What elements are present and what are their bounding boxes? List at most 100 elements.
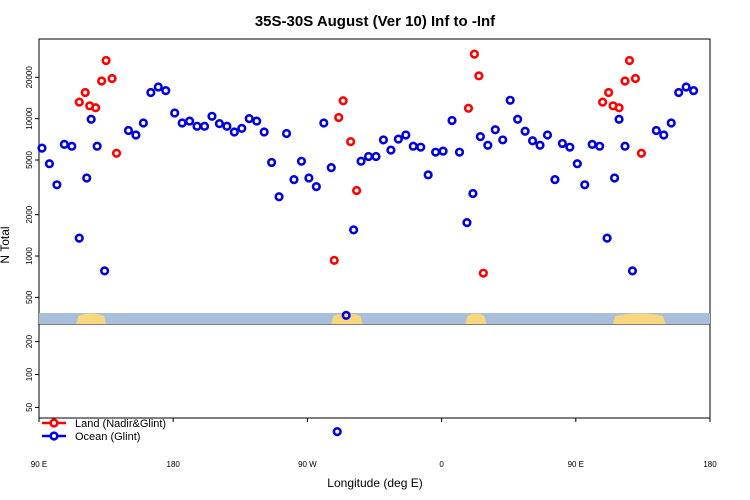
ocean-point xyxy=(222,121,232,131)
y-axis-upper: 500 1000 2000 5000 10000 20000 xyxy=(25,66,39,304)
land-point xyxy=(97,76,107,86)
ocean-point xyxy=(289,174,299,185)
y-tick-label: 200 xyxy=(25,334,34,348)
y-tick-label: 1000 xyxy=(25,247,34,265)
land-ocean-strip xyxy=(39,313,710,324)
ocean-point xyxy=(438,146,448,156)
ocean-point xyxy=(59,139,69,149)
ocean-point xyxy=(595,141,605,151)
legend-marker-land xyxy=(49,418,59,428)
lower-panel-frame xyxy=(38,323,711,419)
ocean-point xyxy=(535,140,545,150)
ocean-point xyxy=(74,233,84,243)
ocean-point xyxy=(267,157,277,168)
ocean-point xyxy=(161,86,171,96)
ocean-point xyxy=(513,114,523,124)
ocean-point xyxy=(378,135,389,145)
land-point xyxy=(624,55,635,66)
ocean-point xyxy=(349,225,359,235)
ocean-point xyxy=(475,132,485,142)
ocean-point xyxy=(304,173,314,183)
ocean-point xyxy=(192,121,202,131)
y-tick-label: 100 xyxy=(25,367,34,381)
ocean-point xyxy=(609,173,620,183)
ocean-point xyxy=(237,123,247,133)
ocean-point xyxy=(319,118,329,128)
ocean-point xyxy=(146,87,156,98)
ocean-point xyxy=(199,121,210,131)
ocean-point xyxy=(67,141,77,151)
chart-title: 35S-30S August (Ver 10) Inf to -Inf xyxy=(255,13,496,30)
ocean-point xyxy=(401,130,411,140)
ocean-point xyxy=(527,136,538,146)
ocean-point xyxy=(281,128,292,139)
points-layer xyxy=(37,49,699,437)
ocean-point xyxy=(153,82,163,92)
ocean-point xyxy=(214,119,225,129)
ocean-point xyxy=(681,82,691,92)
x-axis-title: Longitude (deg E) xyxy=(327,476,422,490)
ocean-point xyxy=(620,141,630,151)
ocean-point xyxy=(86,114,96,124)
ocean-point xyxy=(259,127,269,137)
land-point xyxy=(630,73,641,84)
ocean-band xyxy=(39,313,710,324)
ocean-point xyxy=(100,266,110,276)
ocean-point xyxy=(572,159,582,169)
y-tick-label: 50 xyxy=(25,402,34,411)
ocean-point xyxy=(296,156,307,166)
y-tick-label: 2000 xyxy=(25,205,34,223)
ocean-point xyxy=(565,142,575,152)
y-tick-label: 500 xyxy=(25,290,34,304)
ocean-point xyxy=(371,151,381,162)
ocean-point xyxy=(468,188,478,199)
land-point xyxy=(604,87,614,98)
land-point xyxy=(338,96,348,106)
ocean-point xyxy=(416,142,426,152)
ocean-point xyxy=(138,118,148,128)
ocean-point xyxy=(587,139,597,149)
ocean-point xyxy=(520,126,530,136)
x-tick-label: 0 xyxy=(439,460,444,469)
y-tick-label: 10000 xyxy=(25,107,34,130)
ocean-point xyxy=(550,174,560,185)
ocean-point xyxy=(542,130,553,140)
ocean-point xyxy=(207,111,217,121)
ocean-point xyxy=(341,310,351,320)
ocean-point xyxy=(92,141,102,151)
ocean-point xyxy=(37,143,47,153)
ocean-point xyxy=(408,141,418,151)
land-point xyxy=(91,103,101,113)
land-patch xyxy=(613,313,666,324)
ocean-point xyxy=(602,233,612,243)
land-point xyxy=(614,103,624,113)
land-point xyxy=(478,268,488,278)
ocean-point xyxy=(363,151,374,162)
x-axis: 90 E 180 90 W 0 90 E 180 xyxy=(31,418,717,469)
ocean-point xyxy=(123,125,134,136)
ocean-point xyxy=(490,125,500,135)
ocean-point xyxy=(82,173,92,183)
land-point xyxy=(101,55,111,66)
ocean-point xyxy=(447,115,457,126)
ocean-point xyxy=(462,218,472,228)
land-point xyxy=(346,137,356,147)
ocean-point xyxy=(131,130,141,140)
ocean-point xyxy=(393,134,403,144)
ocean-point xyxy=(44,159,55,169)
x-tick-label: 180 xyxy=(703,460,717,469)
x-tick-label: 180 xyxy=(167,460,181,469)
legend: Land (Nadir&Glint)Ocean (Glint) xyxy=(42,418,166,443)
ocean-point xyxy=(614,114,624,124)
land-point xyxy=(474,71,484,81)
land-point xyxy=(74,97,84,107)
land-point xyxy=(80,87,90,98)
ocean-point xyxy=(688,86,699,96)
x-tick-label: 90 E xyxy=(31,460,47,469)
ocean-point xyxy=(52,180,62,190)
x-tick-label: 90 W xyxy=(298,460,317,469)
ocean-point xyxy=(332,427,342,437)
land-point xyxy=(463,103,474,113)
land-point xyxy=(598,97,608,107)
